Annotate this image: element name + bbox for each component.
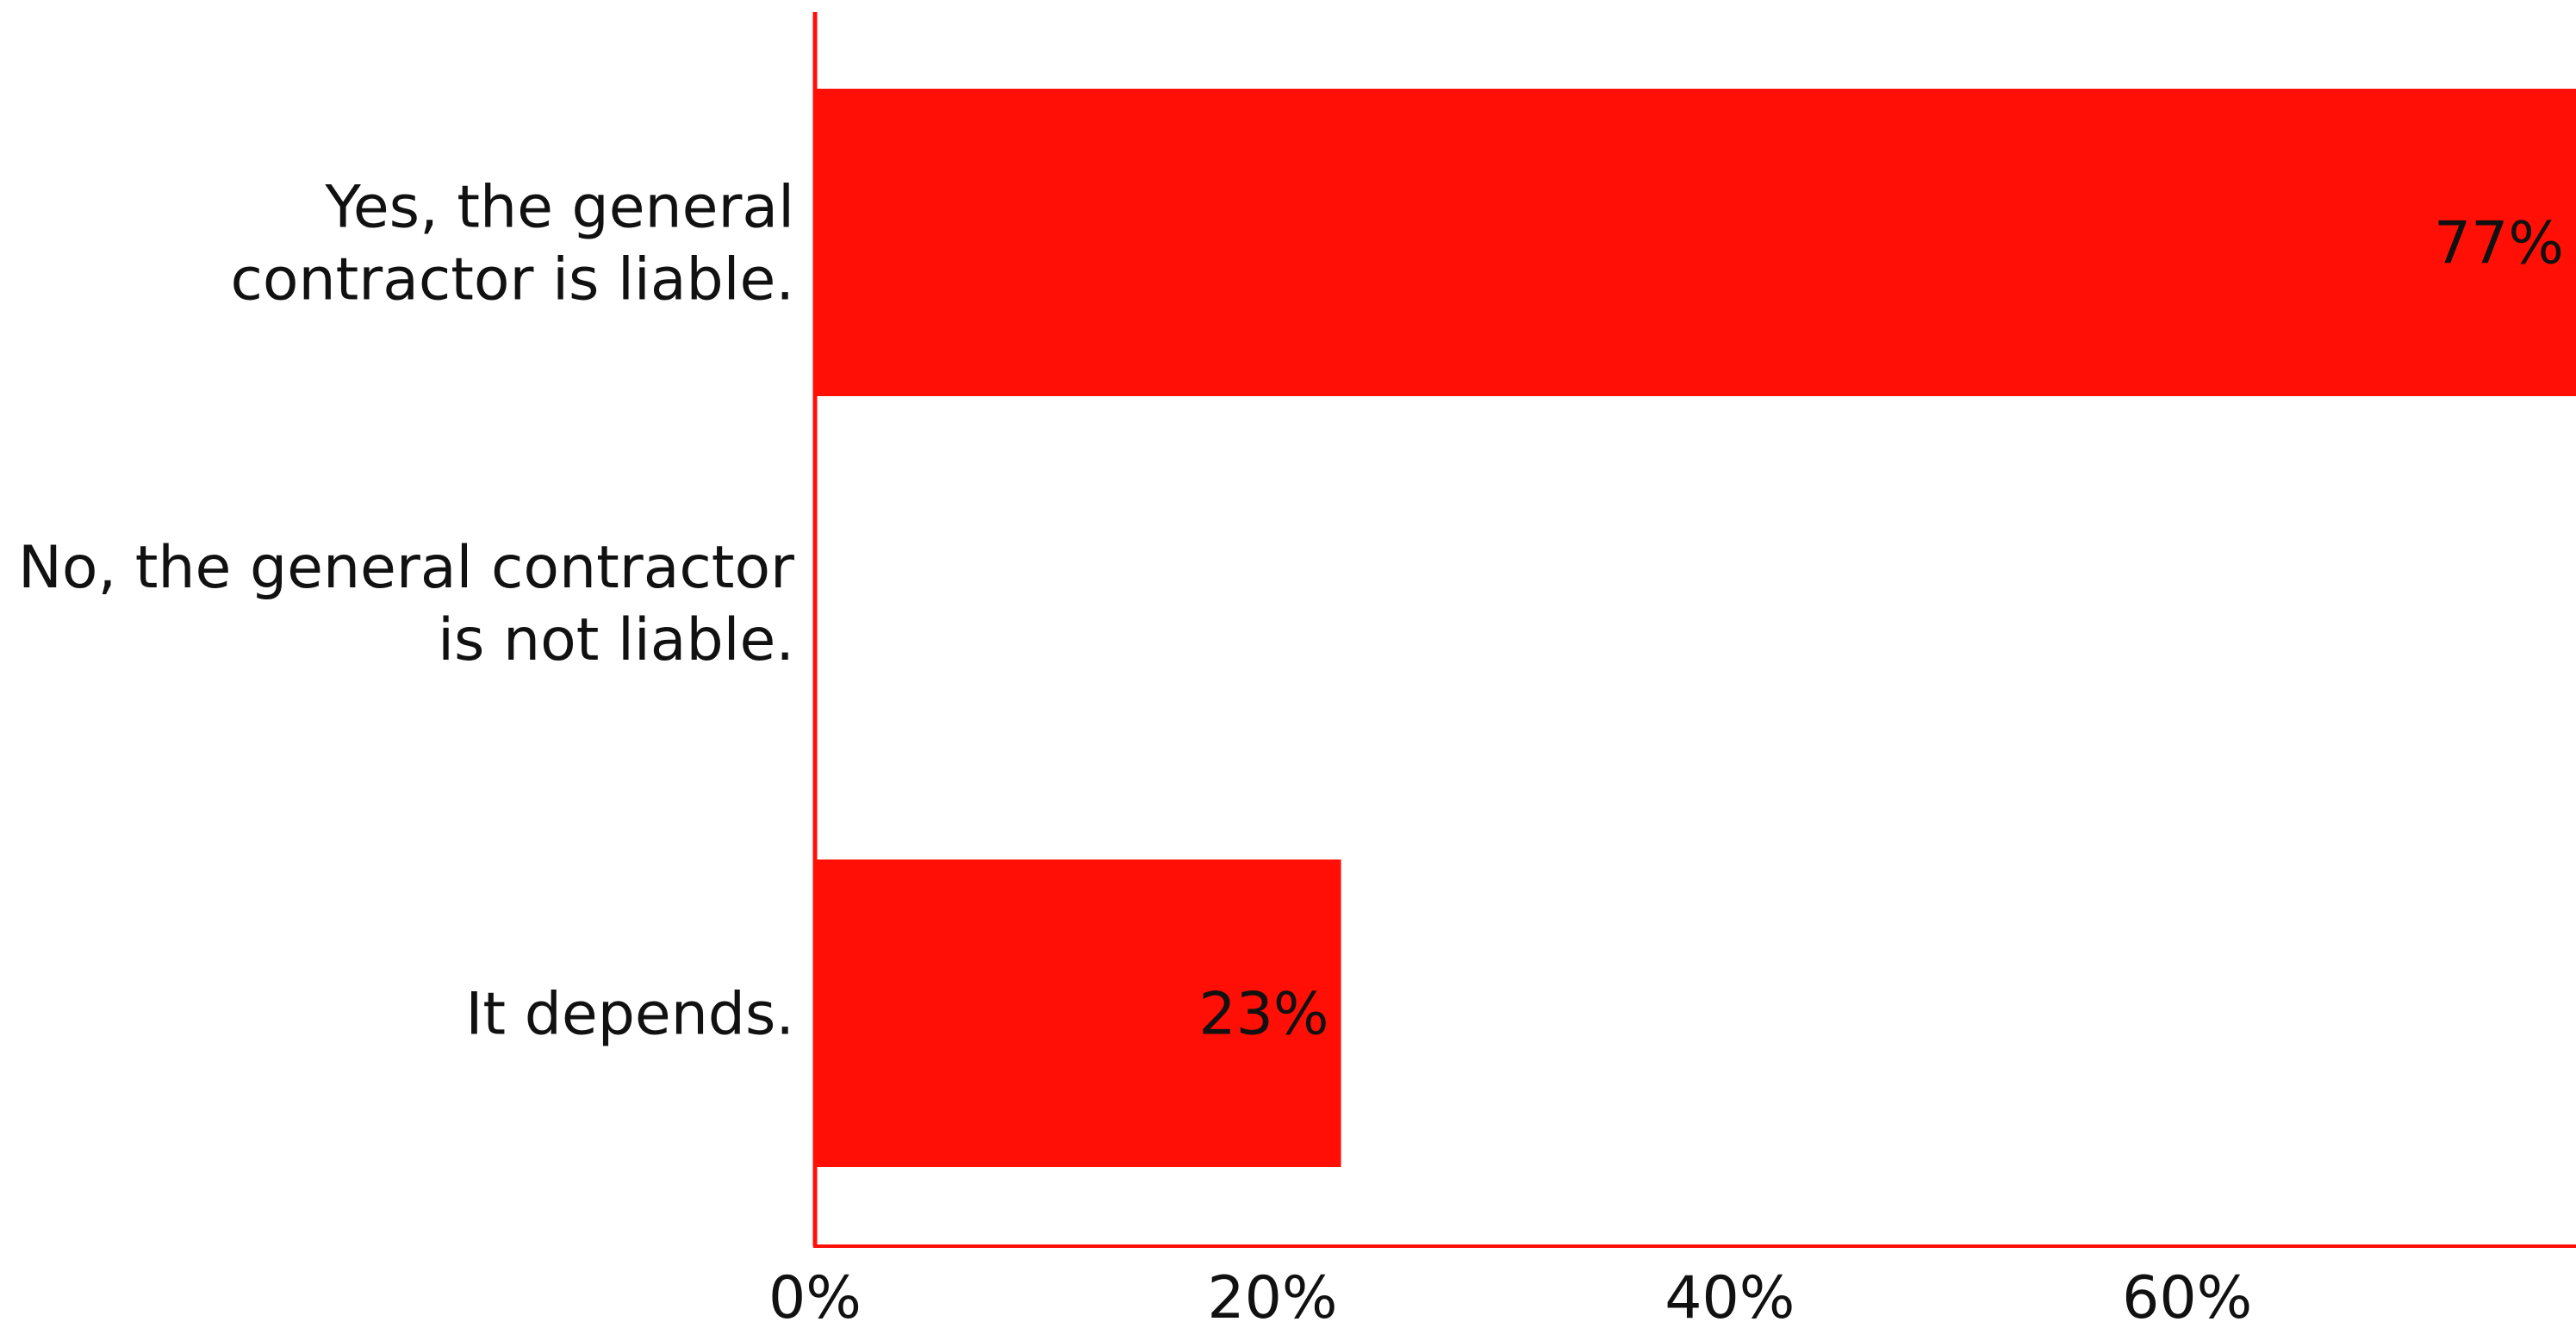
axes-group xyxy=(812,12,2576,1248)
category-label-line: Yes, the general xyxy=(324,174,794,242)
bars-group xyxy=(815,89,2576,1167)
category-label-line: contractor is liable. xyxy=(231,246,795,314)
data-labels-group: 77% 23% xyxy=(1198,210,2564,1049)
category-labels-group: Yes, the general contractor is liable. No,… xyxy=(18,174,794,1049)
category-label-0: Yes, the general contractor is liable. xyxy=(231,174,795,314)
data-label-0: 77% xyxy=(2434,210,2564,278)
x-tick-label-3: 60% xyxy=(2122,1264,2252,1328)
x-tick-label-2: 40% xyxy=(1664,1264,1795,1328)
bar-0 xyxy=(815,89,2576,396)
category-label-line: It depends. xyxy=(465,981,794,1049)
x-tick-labels-group: 0% 20% 40% 60% xyxy=(768,1264,2252,1328)
category-label-2: It depends. xyxy=(465,981,794,1049)
data-label-2: 23% xyxy=(1198,981,1328,1049)
x-tick-label-0: 0% xyxy=(768,1264,862,1328)
category-label-1: No, the general contractor is not liable. xyxy=(18,534,794,674)
category-label-line: is not liable. xyxy=(438,606,794,674)
bar-2 xyxy=(815,859,1341,1167)
x-tick-label-1: 20% xyxy=(1207,1264,1337,1328)
category-label-line: No, the general contractor xyxy=(18,534,794,602)
